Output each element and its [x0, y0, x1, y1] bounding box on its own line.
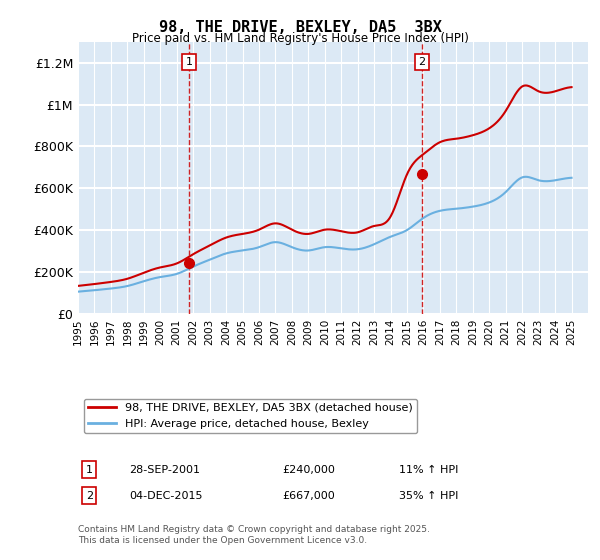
- Text: 2: 2: [419, 57, 426, 67]
- Text: Contains HM Land Registry data © Crown copyright and database right 2025.
This d: Contains HM Land Registry data © Crown c…: [78, 525, 430, 545]
- Text: 28-SEP-2001: 28-SEP-2001: [129, 465, 200, 475]
- Text: 11% ↑ HPI: 11% ↑ HPI: [400, 465, 458, 475]
- Text: 2: 2: [86, 491, 93, 501]
- Text: £667,000: £667,000: [282, 491, 335, 501]
- Text: £240,000: £240,000: [282, 465, 335, 475]
- Text: Price paid vs. HM Land Registry's House Price Index (HPI): Price paid vs. HM Land Registry's House …: [131, 32, 469, 45]
- Legend: 98, THE DRIVE, BEXLEY, DA5 3BX (detached house), HPI: Average price, detached ho: 98, THE DRIVE, BEXLEY, DA5 3BX (detached…: [83, 399, 417, 433]
- Text: 35% ↑ HPI: 35% ↑ HPI: [400, 491, 458, 501]
- Text: 04-DEC-2015: 04-DEC-2015: [129, 491, 203, 501]
- Text: 1: 1: [185, 57, 193, 67]
- Text: 1: 1: [86, 465, 93, 475]
- Text: 98, THE DRIVE, BEXLEY, DA5  3BX: 98, THE DRIVE, BEXLEY, DA5 3BX: [158, 20, 442, 35]
